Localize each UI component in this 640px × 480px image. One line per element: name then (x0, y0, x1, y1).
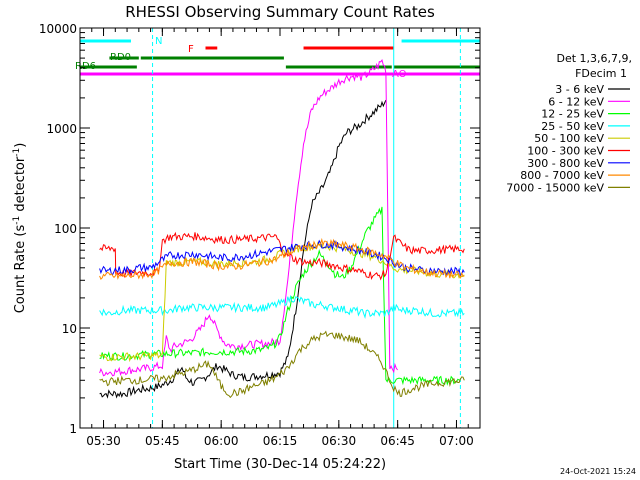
y-axis-label: Count Rate (s-1 detector-1) (12, 143, 28, 314)
x-tick-label: 05:30 (86, 434, 121, 448)
legend-entry-label: 7000 - 15000 keV (506, 181, 604, 194)
series-line-1 (99, 58, 398, 377)
footer-date: 24-Oct-2021 15:24 (560, 467, 636, 476)
series-line-7 (99, 237, 465, 280)
legend-entry-label: 800 - 7000 keV (520, 169, 604, 182)
chart-title: RHESSI Observing Summary Count Rates (125, 3, 435, 21)
legend-entry-label: 100 - 300 keV (527, 145, 604, 158)
legend-header-line1: Det 1,3,6,7,9, (556, 52, 632, 65)
axis-ticks: 05:30 05:45 06:00 06:15 06:30 06:45 07:00 1 10 10… (39, 22, 481, 448)
label-RD0: RD0 (110, 52, 131, 63)
legend-entry-label: 50 - 100 keV (534, 132, 604, 145)
x-tick-label: 06:15 (263, 434, 298, 448)
series-lines (99, 58, 465, 399)
legend-entry-label: 3 - 6 keV (555, 83, 604, 96)
x-tick-label: 06:00 (204, 434, 239, 448)
y-tick-label: 10 (62, 322, 77, 336)
label-N: N (155, 36, 162, 47)
label-RD6: RD6 (75, 61, 96, 72)
x-tick-label: 06:45 (380, 434, 415, 448)
legend-entry-label: 6 - 12 keV (548, 95, 604, 108)
series-line-2 (99, 206, 461, 386)
series-line-3 (99, 294, 465, 320)
y-tick-label: 100 (54, 222, 77, 236)
status-bars (80, 39, 480, 76)
y-tick-label: 1000 (46, 122, 77, 136)
y-tick-label: 1 (69, 422, 77, 436)
legend-entry-label: 25 - 50 keV (541, 120, 604, 133)
x-tick-label: 07:00 (439, 434, 474, 448)
x-tick-label: 06:30 (322, 434, 357, 448)
y-tick-label: 10000 (39, 22, 77, 36)
x-axis-label: Start Time (30-Dec-14 05:24:22) (174, 457, 386, 472)
legend-entry-label: 12 - 25 keV (541, 108, 604, 121)
series-line-8 (99, 330, 465, 399)
plot-frame (79, 27, 481, 429)
legend-header-line2: FDecim 1 (575, 67, 627, 80)
legend-entry-label: 300 - 800 keV (527, 157, 604, 170)
x-tick-label: 05:45 (145, 434, 180, 448)
series-line-0 (99, 99, 387, 399)
label-AO: AO (392, 69, 407, 80)
label-F: F (188, 44, 194, 55)
